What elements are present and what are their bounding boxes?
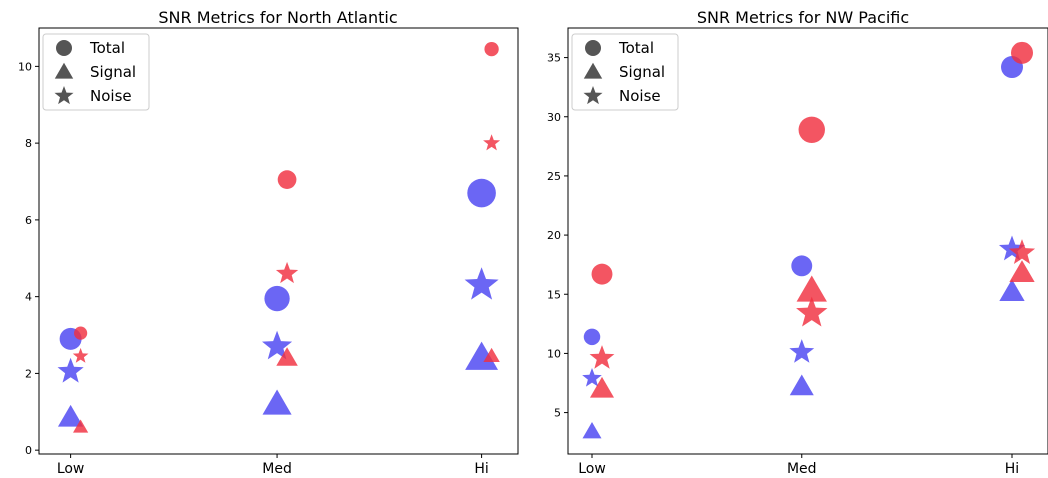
point-blue-noise-low [582,367,602,387]
point-blue-signal-low [582,422,602,439]
point-blue-noise-hi [998,235,1026,261]
point-red-total-hi [1011,41,1033,64]
point-blue-total-med [791,255,813,277]
legend-marker-circle [585,40,601,56]
y-tick-label: 30 [547,111,561,124]
point-blue-total-med [264,285,290,312]
point-red-total-low [74,326,88,340]
point-blue-noise-med [789,339,815,363]
point-red-signal-med [276,347,298,366]
legend: Total Signal Noise [571,33,679,111]
legend-label: Noise [90,87,132,105]
legend-label: Signal [619,63,665,81]
point-red-signal-med [796,275,827,302]
point-blue-signal-med [789,374,814,396]
point-red-total-med [798,116,825,143]
x-tick-label: Med [262,461,292,477]
point-red-noise-low [589,345,615,369]
y-tick-label: 20 [547,229,561,242]
point-red-signal-low [73,419,89,433]
point-red-noise-hi [483,134,501,151]
point-red-total-hi [484,41,499,57]
legend-marker-star [54,86,74,105]
legend-label: Total [618,39,654,57]
y-tick-label: 35 [547,52,561,65]
point-blue-signal-hi [465,341,499,370]
y-tick-label: 10 [547,347,561,360]
x-tick-label: Med [787,461,817,477]
y-tick-label: 15 [547,288,561,301]
x-tick-label: Hi [1005,461,1019,477]
y-tick-label: 4 [25,291,32,304]
point-red-noise-low [72,347,89,363]
chart-panel-north-atlantic: SNR Metrics for North Atlantic 0 2 4 6 8 10 Lo… [18,8,519,477]
point-blue-signal-low [57,404,84,427]
point-blue-total-low [583,328,601,346]
point-red-signal-hi [1009,260,1035,283]
point-red-total-med [277,170,297,189]
legend-marker-triangle [583,62,603,79]
point-red-noise-med [796,296,828,327]
point-blue-signal-med [262,389,292,415]
legend: Total Signal Noise [42,33,150,111]
chart-title: SNR Metrics for North Atlantic [158,8,397,27]
point-red-signal-low [589,376,615,398]
data-markers [57,41,501,433]
x-tick-label: Hi [474,461,488,477]
y-tick-label: 10 [18,60,32,73]
legend-label: Noise [619,87,661,105]
legend-marker-star [583,86,603,105]
y-tick-label: 25 [547,170,561,183]
plot-frame [38,27,519,455]
point-blue-noise-low [57,357,84,383]
point-blue-noise-med [262,330,293,360]
point-blue-total-hi [467,178,496,208]
x-tick-label: Low [57,461,85,477]
y-tick-label: 5 [554,407,561,420]
chart-panel-nw-pacific: SNR Metrics for NW Pacific 5 10 15 20 25 30 35… [547,8,1048,477]
y-tick-label: 6 [25,214,32,227]
data-markers [582,41,1036,439]
chart-title: SNR Metrics for NW Pacific [697,8,909,27]
legend-marker-circle [56,40,72,56]
point-red-noise-med [275,261,299,284]
point-red-total-low [591,263,613,285]
point-blue-noise-hi [464,267,499,300]
y-tick-label: 8 [25,137,32,150]
plot-frame [567,27,1048,455]
point-red-noise-hi [1008,239,1036,264]
legend-label: Total [89,39,125,57]
y-tick-label: 0 [25,444,32,457]
legend-label: Signal [90,63,136,81]
y-tick-label: 2 [25,367,32,380]
x-tick-label: Low [578,461,606,477]
point-red-signal-hi [483,347,500,363]
point-blue-signal-hi [999,279,1025,301]
legend-marker-triangle [54,62,74,79]
